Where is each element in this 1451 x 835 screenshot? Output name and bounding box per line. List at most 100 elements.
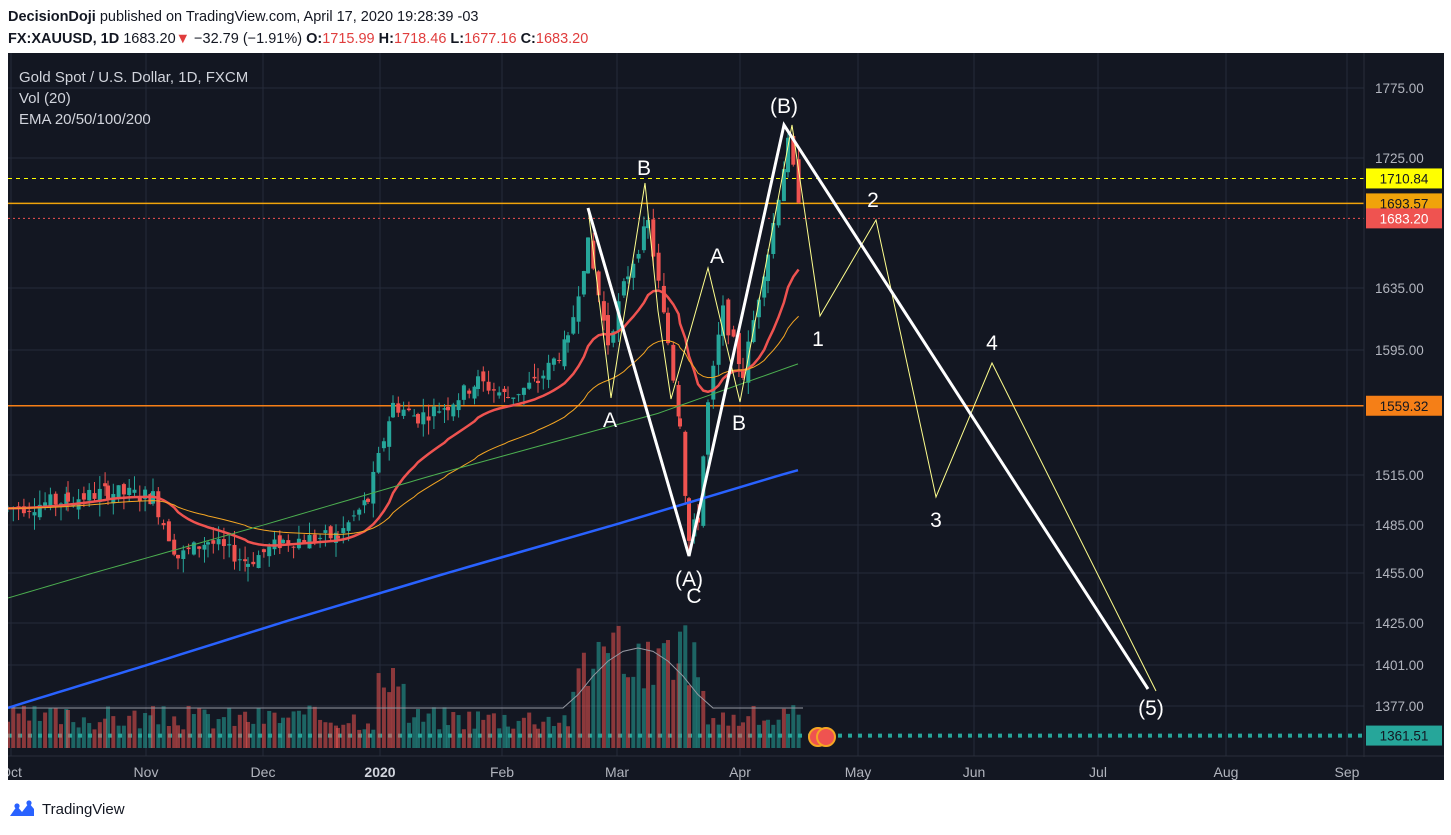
- wave-label-B: B: [637, 157, 651, 180]
- x-tick-label: Nov: [134, 764, 159, 780]
- ema-20-line: [7, 268, 800, 547]
- legend-ema[interactable]: EMA 20/50/100/200: [19, 111, 151, 128]
- wave-label-C: C: [686, 585, 701, 608]
- volume-bar: [197, 707, 202, 748]
- volume-bar: [596, 641, 601, 748]
- volume-bar: [796, 714, 801, 748]
- candle-body: [416, 413, 420, 424]
- volume-bar: [251, 723, 256, 748]
- volume-bar: [21, 705, 26, 748]
- x-tick-label: Jul: [1089, 764, 1107, 780]
- volume-bar: [571, 691, 576, 748]
- volume-bar: [426, 713, 431, 748]
- candle-body: [631, 263, 636, 278]
- chart-canvas[interactable]: (B) B A 2 1 A B 4 3 (A) C (5) 1775.00 172…: [0, 53, 1444, 780]
- volume-bar: [532, 724, 537, 748]
- candle-body: [211, 540, 216, 544]
- volume-bar: [646, 641, 650, 748]
- volume-bar: [687, 685, 691, 748]
- down-arrow-icon: ▼: [175, 31, 190, 47]
- candle-body: [127, 487, 132, 495]
- volume-bar: [376, 673, 381, 748]
- volume-bar: [291, 711, 296, 748]
- volume-bar: [81, 717, 86, 748]
- candle-body: [626, 276, 630, 280]
- candle-body: [221, 539, 226, 547]
- footer-brand[interactable]: TradingView: [42, 800, 125, 818]
- close-label: C:: [520, 31, 536, 47]
- price-badge: [1366, 208, 1442, 229]
- candle-body: [557, 360, 562, 362]
- volume-bar: [641, 688, 646, 748]
- ema-lines: [7, 268, 800, 710]
- author-name[interactable]: DecisionDoji: [8, 9, 96, 25]
- volume-bar: [16, 713, 21, 748]
- legend-volume[interactable]: Vol (20): [19, 90, 71, 107]
- volume-bar: [11, 706, 16, 748]
- candle-body: [391, 402, 395, 418]
- candle-body: [421, 412, 426, 425]
- volume-bar: [277, 723, 282, 748]
- volume-bar: [362, 729, 367, 748]
- wave-label-A-lower: A: [603, 409, 617, 432]
- volume-bar: [756, 724, 761, 748]
- volume-bar: [296, 710, 301, 748]
- volume-bar: [32, 706, 37, 748]
- candle-body: [736, 333, 741, 365]
- horizontal-lines: [8, 177, 1364, 738]
- event-markers[interactable]: [808, 727, 836, 747]
- candle-body: [486, 381, 491, 391]
- volume-bar: [701, 690, 706, 748]
- candle-body: [711, 365, 716, 400]
- volume-ma: [8, 647, 803, 709]
- price-badge-label: 1693.57: [1380, 196, 1429, 211]
- candle-body: [116, 485, 121, 498]
- volume-bar: [467, 711, 472, 748]
- candle-body: [776, 199, 781, 226]
- candle-body: [562, 339, 567, 367]
- low-label: L:: [450, 31, 465, 47]
- volume-bar: [527, 712, 532, 748]
- candle-body: [606, 315, 610, 346]
- volume-bar: [6, 721, 10, 748]
- price-change: −32.79 (−1.91%): [194, 31, 303, 47]
- candle-body: [601, 301, 606, 321]
- volume-bar: [762, 720, 767, 748]
- candle-body: [661, 285, 666, 313]
- volume-bar: [661, 643, 666, 748]
- candle-body: [536, 380, 540, 384]
- candle-body: [741, 369, 745, 378]
- volume-bar: [716, 724, 721, 748]
- x-tick-label: Sep: [1335, 764, 1360, 780]
- last-price: 1683.20: [123, 31, 176, 47]
- volume-bar: [103, 718, 108, 748]
- candle-body: [243, 559, 248, 562]
- volume-bar: [27, 720, 32, 748]
- wave-major-white: [586, 121, 1150, 690]
- candle-body: [576, 296, 581, 322]
- volume-bar: [116, 725, 121, 748]
- candle-body: [371, 471, 376, 504]
- volume-bar: [721, 712, 725, 748]
- candle-body: [381, 441, 386, 449]
- y-tick-label: 1635.00: [1375, 281, 1424, 296]
- chart-panel[interactable]: (B) B A 2 1 A B 4 3 (A) C (5) 1775.00 172…: [0, 53, 1444, 780]
- high-label: H:: [378, 31, 394, 47]
- volume-bar: [651, 684, 656, 748]
- candle-body: [143, 489, 148, 499]
- volume-bar: [286, 717, 291, 748]
- price-badge-label: 1361.51: [1380, 729, 1429, 744]
- low-value: 1677.16: [464, 31, 517, 47]
- volume-bar: [678, 631, 682, 748]
- candle-body: [502, 388, 507, 393]
- volume-bar: [186, 705, 191, 748]
- open-value: 1715.99: [322, 31, 375, 47]
- candle-body: [237, 559, 242, 561]
- candle-body: [467, 390, 472, 394]
- volume-bar: [497, 728, 502, 748]
- volume-bar: [446, 725, 450, 748]
- chart-legend: Gold Spot / U.S. Dollar, 1D, FXCM Vol (2…: [19, 67, 248, 130]
- candle-body: [161, 523, 166, 526]
- price-axis[interactable]: 1775.00 1725.00 1635.00 1595.00 1515.00 1485.…: [1375, 81, 1424, 714]
- volume-bar: [621, 673, 626, 748]
